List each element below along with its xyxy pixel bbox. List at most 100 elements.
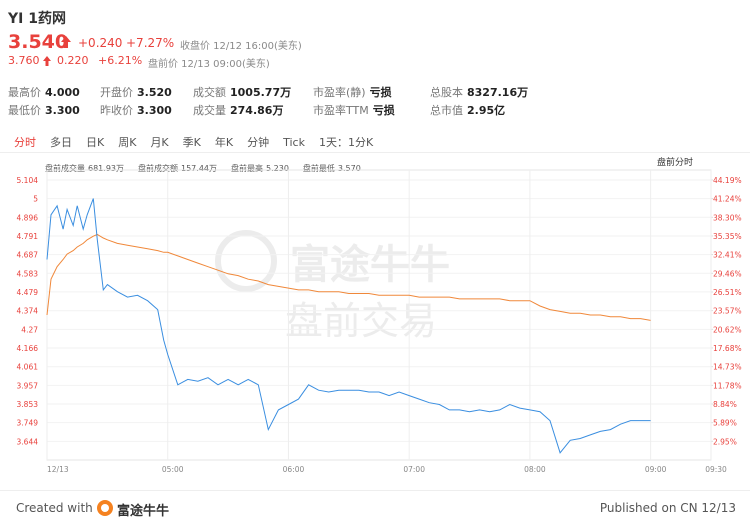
footer-divider [0,490,750,491]
stat: 最低价 3.300 [8,99,80,118]
y-tick-label: 4.166 [17,344,39,353]
y2-tick-label: 29.46% [713,269,742,278]
footer-created: Created with [16,501,93,515]
stat-label: 成交额 [193,86,226,99]
y2-tick-label: 32.41% [713,251,742,260]
stat-label: 开盘价 [100,86,133,99]
stat-value: 4.000 [45,86,80,99]
up-arrow-small [43,56,51,66]
info-label: 盘前最高 [231,164,263,173]
stat: 总市值 2.95亿 [430,99,505,118]
stat-label: 市盈率(静) [313,86,366,99]
y2-tick-label: 41.24% [713,195,742,204]
y2-tick-label: 5.89% [713,419,737,428]
y2-tick-label: 26.51% [713,288,742,297]
stat-value: 3.520 [137,86,172,99]
watermark-brand: 富途牛牛 [290,242,450,288]
tab[interactable]: 周K [118,136,137,149]
stat-value: 274.86万 [230,104,284,117]
tab[interactable]: 季K [182,136,201,149]
y-tick-label: 5 [33,195,38,204]
y-tick-label: 3.749 [17,419,39,428]
tab[interactable]: 月K [150,136,169,149]
stat-label: 总市值 [430,104,463,117]
x-tick-label: 09:30 [705,465,727,474]
x-tick-label: 07:00 [403,465,425,474]
y2-tick-label: 35.35% [713,232,742,241]
y-tick-label: 4.896 [17,213,39,222]
change-pct: +7.27% [126,36,175,50]
chart-mode[interactable]: 盘前分时 [657,158,694,168]
tab[interactable]: 1天：1分K [318,136,374,149]
y2-tick-label: 23.57% [713,307,742,316]
stat-value: 亏损 [369,86,392,99]
up-arrow [61,36,71,48]
y2-tick-label: 2.95% [713,437,737,446]
y-tick-label: 4.479 [17,288,39,297]
stat-value: 8327.16万 [467,86,529,99]
y-tick-label: 3.853 [17,400,39,409]
y-tick-label: 3.957 [17,381,39,390]
x-tick-label: 05:00 [162,465,184,474]
change: +0.240 [78,36,123,50]
stock-name: YI 1药网 [8,11,66,27]
info-value: 157.44万 [181,164,217,173]
stat: 总股本 8327.16万 [430,81,528,100]
stat: 开盘价 3.520 [100,81,172,100]
stat: 成交额 1005.77万 [193,81,291,100]
stat-label: 最低价 [8,104,41,117]
y2-tick-label: 38.30% [713,213,742,222]
stat-value: 2.95亿 [467,104,506,117]
watermark-logo [215,230,277,292]
y-tick-label: 5.104 [17,176,39,185]
y2-tick-label: 17.68% [713,344,742,353]
tab[interactable]: 年K [214,136,234,149]
x-tick-label: 06:00 [283,465,305,474]
pre-change-pct: +6.21% [98,54,143,67]
stat-value: 3.300 [137,104,172,117]
y-tick-label: 3.644 [17,437,39,446]
series-line [46,198,651,454]
y2-tick-label: 8.84% [713,400,737,409]
info-value: 3.570 [337,164,361,173]
info-item: 盘前最高 5.230 [231,164,289,173]
y-tick-label: 4.583 [17,269,39,278]
info-item: 盘前成交额 157.44万 [138,164,217,173]
footer-brand: 富途牛牛 [117,504,170,519]
tab[interactable]: 分时 [14,136,36,149]
tab[interactable]: 日K [86,136,105,149]
info-item: 盘前成交量 681.93万 [45,164,124,173]
stat-label: 最高价 [8,86,41,99]
info-label: 盘前成交额 [138,164,178,173]
y-tick-label: 4.791 [17,232,39,241]
tab[interactable]: 多日 [50,136,72,149]
stat: 成交量 274.86万 [193,99,283,118]
pre-note: 盘前价 12/13 09:00(美东) [148,59,270,70]
info-value: 5.230 [266,164,289,173]
close-note: 收盘价 12/12 16:00(美东) [180,41,302,52]
stat-value: 亏损 [372,104,395,117]
series-line [46,233,651,321]
pre-change: 0.220 [57,54,89,67]
stat-label: 昨收价 [100,104,133,117]
y-tick-label: 4.687 [17,251,39,260]
tab[interactable]: Tick [283,136,305,149]
x-tick-label: 09:00 [645,465,667,474]
stat: 市盈率(静) 亏损 [313,81,392,100]
stat-value: 3.300 [45,104,80,117]
tab[interactable]: 分钟 [247,136,270,149]
stat-label: 总股本 [430,86,463,99]
footer-published: Published on CN 12/13 [599,501,736,515]
stat: 昨收价 3.300 [100,99,172,118]
footer-logo [97,500,113,516]
x-tick-label: 12/13 [47,465,69,474]
price: 3.540 [8,31,69,53]
info-label: 盘前最低 [302,164,335,173]
stat-label: 市盈率TTM [313,104,369,117]
stat: 最高价 4.000 [8,81,80,100]
tabs: 分时 多日 日K 周K 月K 季K 年K 分钟 Tick 1天：1分K [14,131,387,150]
y2-tick-label: 11.78% [713,381,742,390]
y2-tick-label: 14.73% [713,363,742,372]
divider [0,152,750,153]
